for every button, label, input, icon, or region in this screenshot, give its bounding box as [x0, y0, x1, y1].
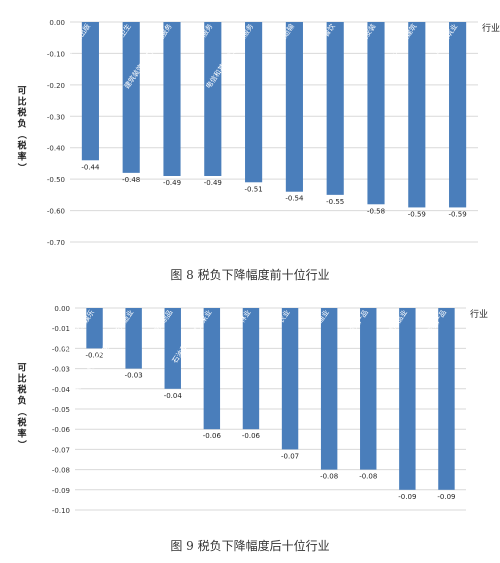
- data-label: -0.51: [245, 185, 263, 193]
- y-axis-title-char: 税: [17, 417, 26, 429]
- bar: [245, 22, 263, 183]
- y-tick-label: -0.06: [52, 426, 71, 434]
- y-tick-label: 0.00: [49, 19, 65, 27]
- bar: [164, 308, 181, 389]
- bar: [81, 22, 99, 161]
- y-tick-label: -0.10: [52, 507, 70, 515]
- y-axis-title-char: 率: [17, 151, 26, 163]
- y-axis-title-char: 比: [17, 96, 26, 108]
- chart-1-caption: 图 8 税负下降幅度前十位行业: [170, 268, 330, 282]
- bar: [285, 22, 303, 192]
- data-label: -0.49: [204, 179, 222, 187]
- data-label: -0.49: [163, 179, 181, 187]
- chart-panel-1: 0.00 -0.10 -0.20 -0.30 -0.40 -0.50 -0.60 -0.70 -…: [16, 19, 500, 282]
- bar: [367, 22, 385, 205]
- data-label: -0.07: [281, 452, 299, 460]
- y-tick-label: -0.08: [52, 467, 70, 475]
- bar: [163, 22, 181, 176]
- bar: [360, 308, 377, 470]
- y-axis-title-char: 负: [17, 395, 26, 407]
- y-axis-title-char: 税: [17, 140, 26, 152]
- y-tick-label: -0.09: [52, 487, 70, 495]
- data-label: -0.03: [125, 372, 143, 380]
- y-axis-title-char: （: [16, 130, 27, 139]
- bar: [320, 308, 338, 470]
- data-label: -0.08: [359, 473, 377, 481]
- y-tick-label: -0.05: [52, 406, 70, 414]
- data-label: -0.02: [85, 351, 103, 359]
- y-tick-label: -0.20: [47, 82, 65, 90]
- data-label: -0.09: [398, 493, 416, 501]
- bar: [122, 22, 140, 173]
- chart-2-svg: 0.00 -0.01 -0.02 -0.03 -0.04 -0.05 -0.06 -0.07 -…: [16, 305, 488, 515]
- data-label: -0.04: [164, 392, 183, 400]
- y-tick-label: -0.07: [52, 446, 70, 454]
- y-tick-label: -0.40: [47, 145, 65, 153]
- bar: [399, 308, 416, 490]
- y-tick-label: -0.10: [47, 50, 65, 58]
- x-axis-title: 行业: [470, 308, 488, 320]
- y-axis-title-char: 负: [17, 118, 26, 130]
- y-axis-title-char: （: [16, 407, 27, 416]
- chart-panel-2: 0.00 -0.01 -0.02 -0.03 -0.04 -0.05 -0.06 -0.07 -…: [0, 297, 500, 563]
- data-label: -0.08: [320, 473, 338, 481]
- bar: [281, 308, 299, 450]
- bar: [203, 308, 221, 430]
- y-tick-label: -0.70: [47, 239, 65, 247]
- y-axis-title-char: 可: [17, 86, 26, 97]
- y-axis-title-char: ）: [16, 163, 27, 172]
- y-tick-label: -0.60: [47, 208, 65, 216]
- data-label: -0.55: [326, 198, 344, 206]
- bar: [86, 308, 103, 349]
- y-tick-label: -0.01: [52, 325, 70, 333]
- y-axis-title-char: ）: [16, 440, 27, 449]
- y-tick-label: -0.04: [52, 386, 71, 394]
- bar: [125, 308, 142, 369]
- chart-1-svg: 0.00 -0.10 -0.20 -0.30 -0.40 -0.50 -0.60 -0.70 -…: [16, 19, 500, 247]
- bar: [204, 22, 222, 176]
- y-axis-title-char: 可: [17, 363, 26, 374]
- x-axis-title: 行业: [482, 22, 500, 34]
- data-label: -0.06: [203, 432, 222, 440]
- bar: [242, 308, 260, 430]
- y-tick-label: -0.03: [52, 366, 70, 374]
- data-label: -0.54: [285, 195, 304, 203]
- bar: [326, 22, 344, 195]
- y-tick-label: 0.00: [54, 305, 70, 313]
- y-axis-title-char: 税: [17, 107, 26, 119]
- y-tick-label: -0.02: [52, 345, 70, 353]
- y-axis-title-char: 税: [17, 384, 26, 396]
- bar: [438, 308, 455, 490]
- chart-2-caption: 图 9 税负下降幅度后十位行业: [170, 539, 330, 553]
- data-label: -0.59: [408, 210, 426, 218]
- data-label: -0.44: [81, 163, 100, 171]
- data-label: -0.06: [242, 432, 261, 440]
- y-tick-label: -0.50: [47, 176, 65, 184]
- y-axis-title-char: 比: [17, 373, 26, 385]
- data-label: -0.59: [449, 210, 467, 218]
- data-label: -0.09: [437, 493, 455, 501]
- bar: [408, 22, 426, 208]
- bar: [449, 22, 467, 208]
- data-label: -0.48: [122, 176, 140, 184]
- y-tick-label: -0.30: [47, 113, 65, 121]
- data-label: -0.58: [367, 207, 385, 215]
- y-axis-title-char: 率: [17, 428, 26, 440]
